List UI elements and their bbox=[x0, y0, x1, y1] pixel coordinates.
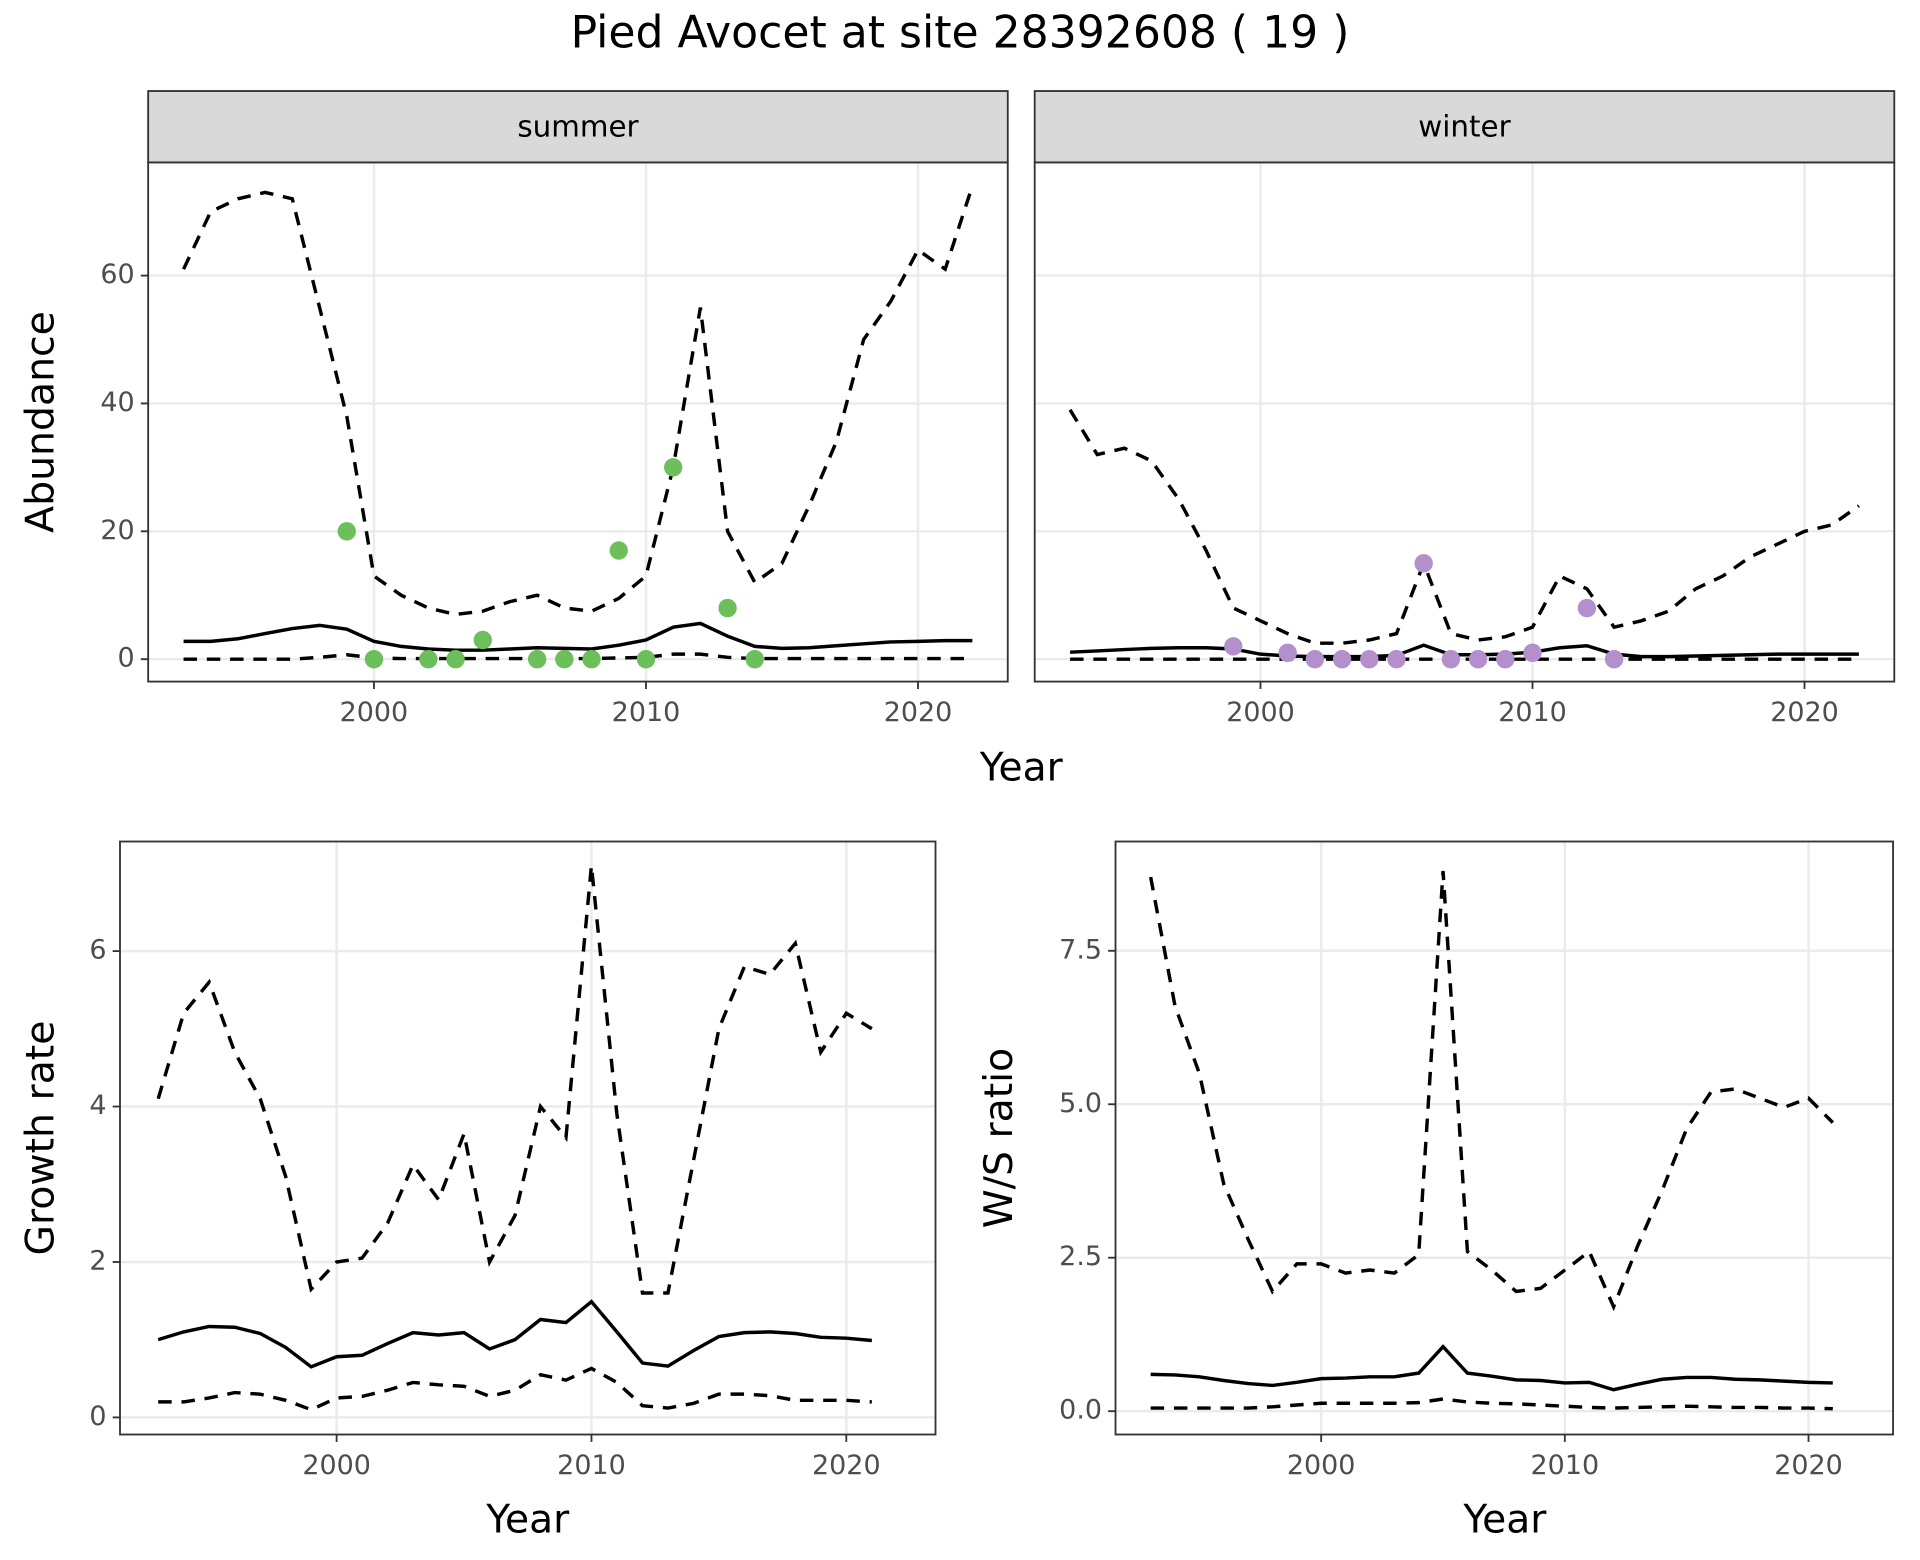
panel: 0.0 2.5 5.0 7.5 2000 2010 2020 Year W/S ratio bbox=[977, 840, 1894, 1542]
panel: 0 20 40 60 2000 2010 2020 summer Year Abundance bbox=[18, 90, 1064, 791]
point bbox=[446, 649, 465, 669]
point bbox=[473, 630, 492, 650]
panel: 2000 2010 2020 winter bbox=[1033, 90, 1896, 728]
y-axis-title: Growth rate bbox=[18, 1021, 63, 1256]
line bbox=[156, 865, 873, 1295]
point bbox=[1604, 649, 1624, 669]
panel-background bbox=[120, 841, 936, 1435]
y-tick-label: 0 bbox=[118, 643, 135, 674]
line bbox=[1070, 643, 1859, 659]
y-axis-title: Abundance bbox=[18, 311, 63, 533]
line bbox=[157, 1299, 872, 1369]
facet-label: summer bbox=[517, 109, 639, 143]
facet-strip bbox=[147, 90, 1009, 164]
panel-background bbox=[1115, 841, 1894, 1435]
point bbox=[419, 649, 438, 669]
y-tick-label: 2 bbox=[89, 1245, 106, 1276]
line bbox=[182, 185, 974, 617]
y-tick-label: 7.5 bbox=[1059, 934, 1102, 965]
panel-border bbox=[1114, 840, 1894, 1436]
panel: 0 2 4 6 2000 2010 2020 Year Growth rate bbox=[18, 840, 937, 1542]
x-tick-label: 2010 bbox=[557, 1450, 626, 1481]
line bbox=[1150, 1397, 1833, 1411]
y-tick-label: 5.0 bbox=[1059, 1088, 1102, 1119]
x-tick-label: 2000 bbox=[340, 697, 409, 728]
point bbox=[1224, 637, 1243, 656]
x-tick-label: 2020 bbox=[884, 697, 953, 728]
y-tick-label: 40 bbox=[100, 387, 134, 418]
x-axis-title: Year bbox=[1462, 1497, 1547, 1542]
line bbox=[183, 652, 973, 661]
x-tick-label: 2020 bbox=[1770, 697, 1839, 728]
y-tick-label: 60 bbox=[100, 259, 134, 290]
line bbox=[183, 621, 973, 652]
point bbox=[663, 458, 683, 477]
point bbox=[582, 649, 601, 669]
figure-title: Pied Avocet at site 28392608 ( 19 ) bbox=[571, 8, 1350, 59]
x-tick-label: 2010 bbox=[1531, 1450, 1600, 1481]
point bbox=[1387, 649, 1406, 669]
x-tick-label: 2010 bbox=[612, 697, 681, 728]
x-axis-title: Year bbox=[979, 746, 1064, 791]
point bbox=[1360, 649, 1379, 669]
point bbox=[1523, 643, 1542, 663]
point bbox=[1441, 649, 1461, 669]
y-tick-label: 0.0 bbox=[1059, 1395, 1102, 1426]
point bbox=[555, 649, 574, 669]
panel-border bbox=[119, 840, 937, 1436]
point bbox=[1305, 649, 1325, 669]
panel-background bbox=[1034, 162, 1895, 682]
line bbox=[1068, 408, 1860, 645]
y-tick-label: 20 bbox=[100, 515, 134, 546]
panel-background bbox=[148, 162, 1008, 682]
x-tick-label: 2000 bbox=[1287, 1450, 1356, 1481]
point bbox=[609, 541, 628, 560]
x-tick-label: 2000 bbox=[302, 1450, 371, 1481]
point bbox=[718, 598, 737, 618]
point bbox=[1332, 649, 1352, 669]
line bbox=[1150, 1344, 1833, 1392]
point bbox=[1468, 649, 1488, 669]
y-tick-label: 0 bbox=[89, 1401, 106, 1432]
point bbox=[364, 649, 384, 669]
y-tick-label: 2.5 bbox=[1059, 1241, 1102, 1272]
point bbox=[1278, 643, 1297, 663]
point bbox=[1577, 598, 1597, 618]
facet-label: winter bbox=[1418, 109, 1511, 143]
x-tick-label: 2010 bbox=[1498, 697, 1567, 728]
point bbox=[337, 522, 356, 541]
x-axis-title: Year bbox=[485, 1497, 570, 1542]
y-tick-label: 4 bbox=[89, 1090, 106, 1121]
x-tick-label: 2020 bbox=[812, 1450, 881, 1481]
point bbox=[1496, 649, 1515, 669]
y-axis-title: W/S ratio bbox=[977, 1048, 1022, 1228]
line bbox=[158, 1366, 872, 1412]
point bbox=[1414, 554, 1433, 573]
facet-strip bbox=[1033, 90, 1896, 164]
y-tick-label: 6 bbox=[89, 935, 106, 966]
point bbox=[636, 649, 656, 669]
x-tick-label: 2000 bbox=[1226, 697, 1295, 728]
point bbox=[527, 649, 547, 669]
point bbox=[745, 649, 764, 669]
x-tick-label: 2020 bbox=[1774, 1450, 1843, 1481]
